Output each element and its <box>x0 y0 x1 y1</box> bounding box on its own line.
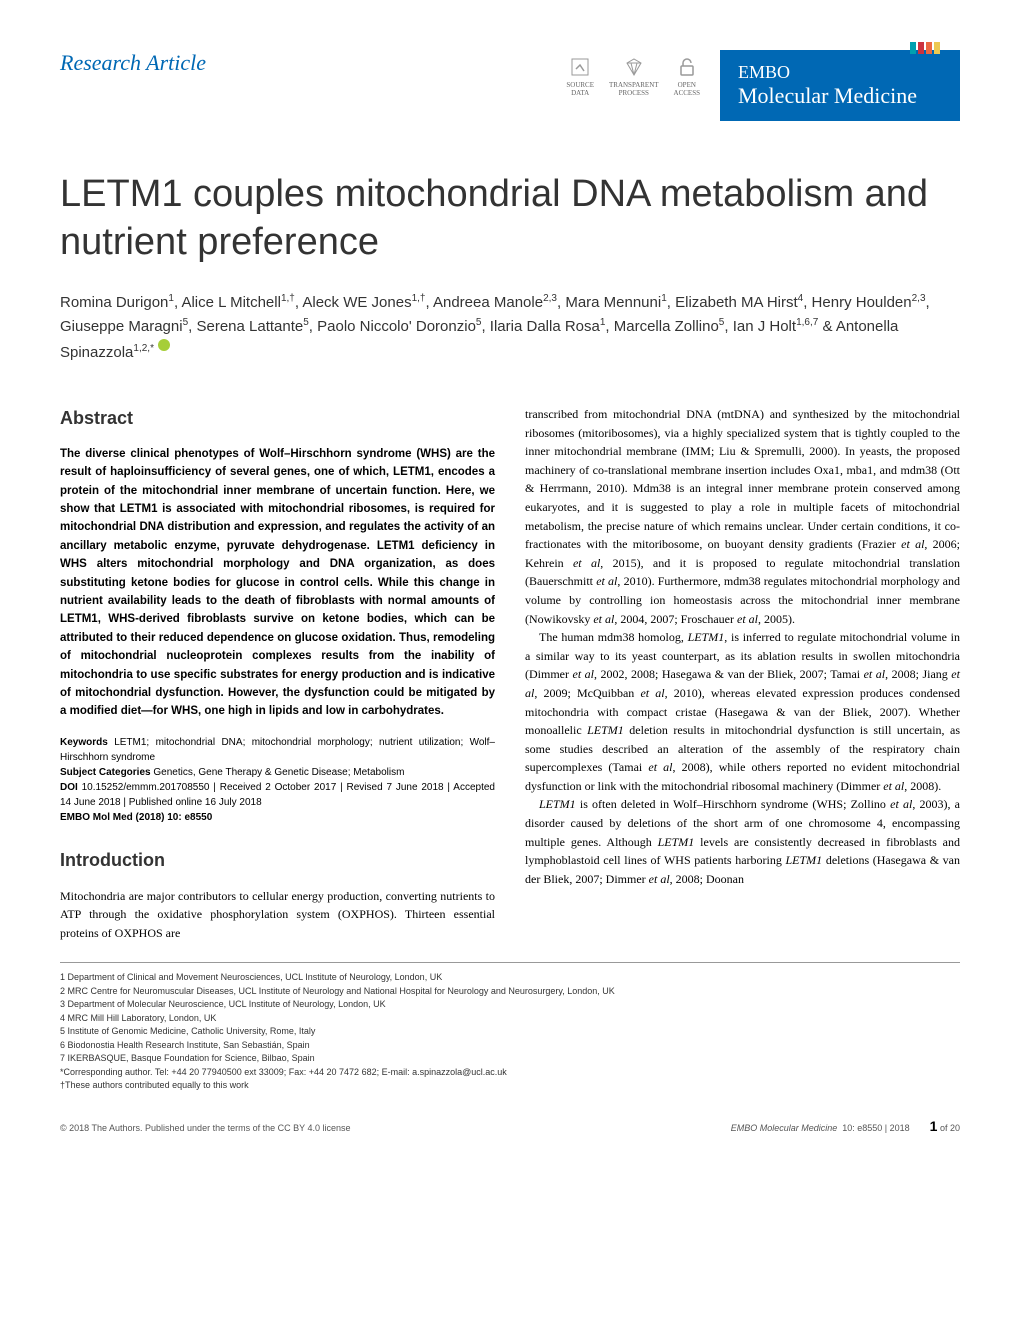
footer-right: EMBO Molecular Medicine 10: e8550 | 2018… <box>731 1118 960 1134</box>
keywords-label: Keywords <box>60 737 108 748</box>
categories-text: Genetics, Gene Therapy & Genetic Disease… <box>153 767 404 778</box>
open-access-badge: OPENACCESS <box>674 55 700 97</box>
header: Research Article SOURCEDATA TRANSPARENTP… <box>60 50 960 121</box>
abstract-text: The diverse clinical phenotypes of Wolf–… <box>60 445 495 721</box>
doi-label: DOI <box>60 782 78 793</box>
stripe-bar <box>926 42 932 54</box>
doi-line: DOI 10.15252/emmm.201708550 | Received 2… <box>60 780 495 810</box>
affiliation-line: 1 Department of Clinical and Movement Ne… <box>60 971 960 985</box>
source-data-badge: SOURCEDATA <box>566 55 594 97</box>
affiliation-line: †These authors contributed equally to th… <box>60 1079 960 1093</box>
two-column-layout: Abstract The diverse clinical phenotypes… <box>60 405 960 942</box>
footer-issue: 10: e8550 | 2018 <box>842 1123 909 1133</box>
source-data-icon <box>568 55 592 79</box>
journal-subtitle: Molecular Medicine <box>738 83 936 109</box>
affiliation-line: 5 Institute of Genomic Medicine, Catholi… <box>60 1025 960 1039</box>
abstract-heading: Abstract <box>60 405 495 433</box>
orcid-icon[interactable] <box>158 339 170 351</box>
badge-group: SOURCEDATA TRANSPARENTPROCESS OPENACCESS <box>566 50 700 97</box>
left-column: Abstract The diverse clinical phenotypes… <box>60 405 495 942</box>
journal-box: EMBO Molecular Medicine <box>720 50 960 121</box>
intro-body: Mitochondria are major contributors to c… <box>60 887 495 943</box>
footer-journal: EMBO Molecular Medicine <box>731 1123 838 1133</box>
intro-heading: Introduction <box>60 847 495 875</box>
intro-paragraph: Mitochondria are major contributors to c… <box>60 887 495 943</box>
article-title: LETM1 couples mitochondrial DNA metaboli… <box>60 171 960 266</box>
journal-name: EMBO <box>738 62 936 83</box>
affiliation-line: 3 Department of Molecular Neuroscience, … <box>60 998 960 1012</box>
body-paragraph: transcribed from mitochondrial DNA (mtDN… <box>525 405 960 628</box>
diamond-icon <box>622 55 646 79</box>
affiliation-line: 7 IKERBASQUE, Basque Foundation for Scie… <box>60 1052 960 1066</box>
footer: © 2018 The Authors. Published under the … <box>60 1118 960 1134</box>
right-column: transcribed from mitochondrial DNA (mtDN… <box>525 405 960 942</box>
categories-label: Subject Categories <box>60 767 151 778</box>
badge-label: OPENACCESS <box>674 81 700 97</box>
affiliations: 1 Department of Clinical and Movement Ne… <box>60 962 960 1093</box>
authors-list: Romina Durigon1, Alice L Mitchell1,†, Al… <box>60 291 960 365</box>
transparent-process-badge: TRANSPARENTPROCESS <box>609 55 659 97</box>
doi-text: 10.15252/emmm.201708550 | Received 2 Oct… <box>60 782 495 808</box>
header-right: SOURCEDATA TRANSPARENTPROCESS OPENACCESS <box>566 50 960 121</box>
body-paragraph: LETM1 is often deleted in Wolf–Hirschhor… <box>525 795 960 888</box>
citation-line: EMBO Mol Med (2018) 10: e8550 <box>60 810 495 825</box>
page-number: 1 <box>930 1118 938 1134</box>
page-total: of 20 <box>940 1123 960 1133</box>
categories-line: Subject Categories Genetics, Gene Therap… <box>60 765 495 780</box>
copyright-text: © 2018 The Authors. Published under the … <box>60 1123 350 1133</box>
affiliation-line: 4 MRC Mill Hill Laboratory, London, UK <box>60 1012 960 1026</box>
badge-label: SOURCEDATA <box>566 81 594 97</box>
meta-section: Keywords LETM1; mitochondrial DNA; mitoc… <box>60 735 495 825</box>
stripe-bar <box>934 42 940 54</box>
stripe-bar <box>910 42 916 54</box>
stripe-bar <box>918 42 924 54</box>
lock-open-icon <box>675 55 699 79</box>
keywords-text: LETM1; mitochondrial DNA; mitochondrial … <box>60 737 495 763</box>
badge-label: TRANSPARENTPROCESS <box>609 81 659 97</box>
article-type: Research Article <box>60 50 206 76</box>
keywords-line: Keywords LETM1; mitochondrial DNA; mitoc… <box>60 735 495 765</box>
affiliation-line: 2 MRC Centre for Neuromuscular Diseases,… <box>60 985 960 999</box>
affiliation-line: *Corresponding author. Tel: +44 20 77940… <box>60 1066 960 1080</box>
journal-stripe <box>910 42 940 54</box>
body-paragraph: The human mdm38 homolog, LETM1, is infer… <box>525 628 960 795</box>
authors-text: Romina Durigon1, Alice L Mitchell1,†, Al… <box>60 294 930 361</box>
affiliation-line: 6 Biodonostia Health Research Institute,… <box>60 1039 960 1053</box>
